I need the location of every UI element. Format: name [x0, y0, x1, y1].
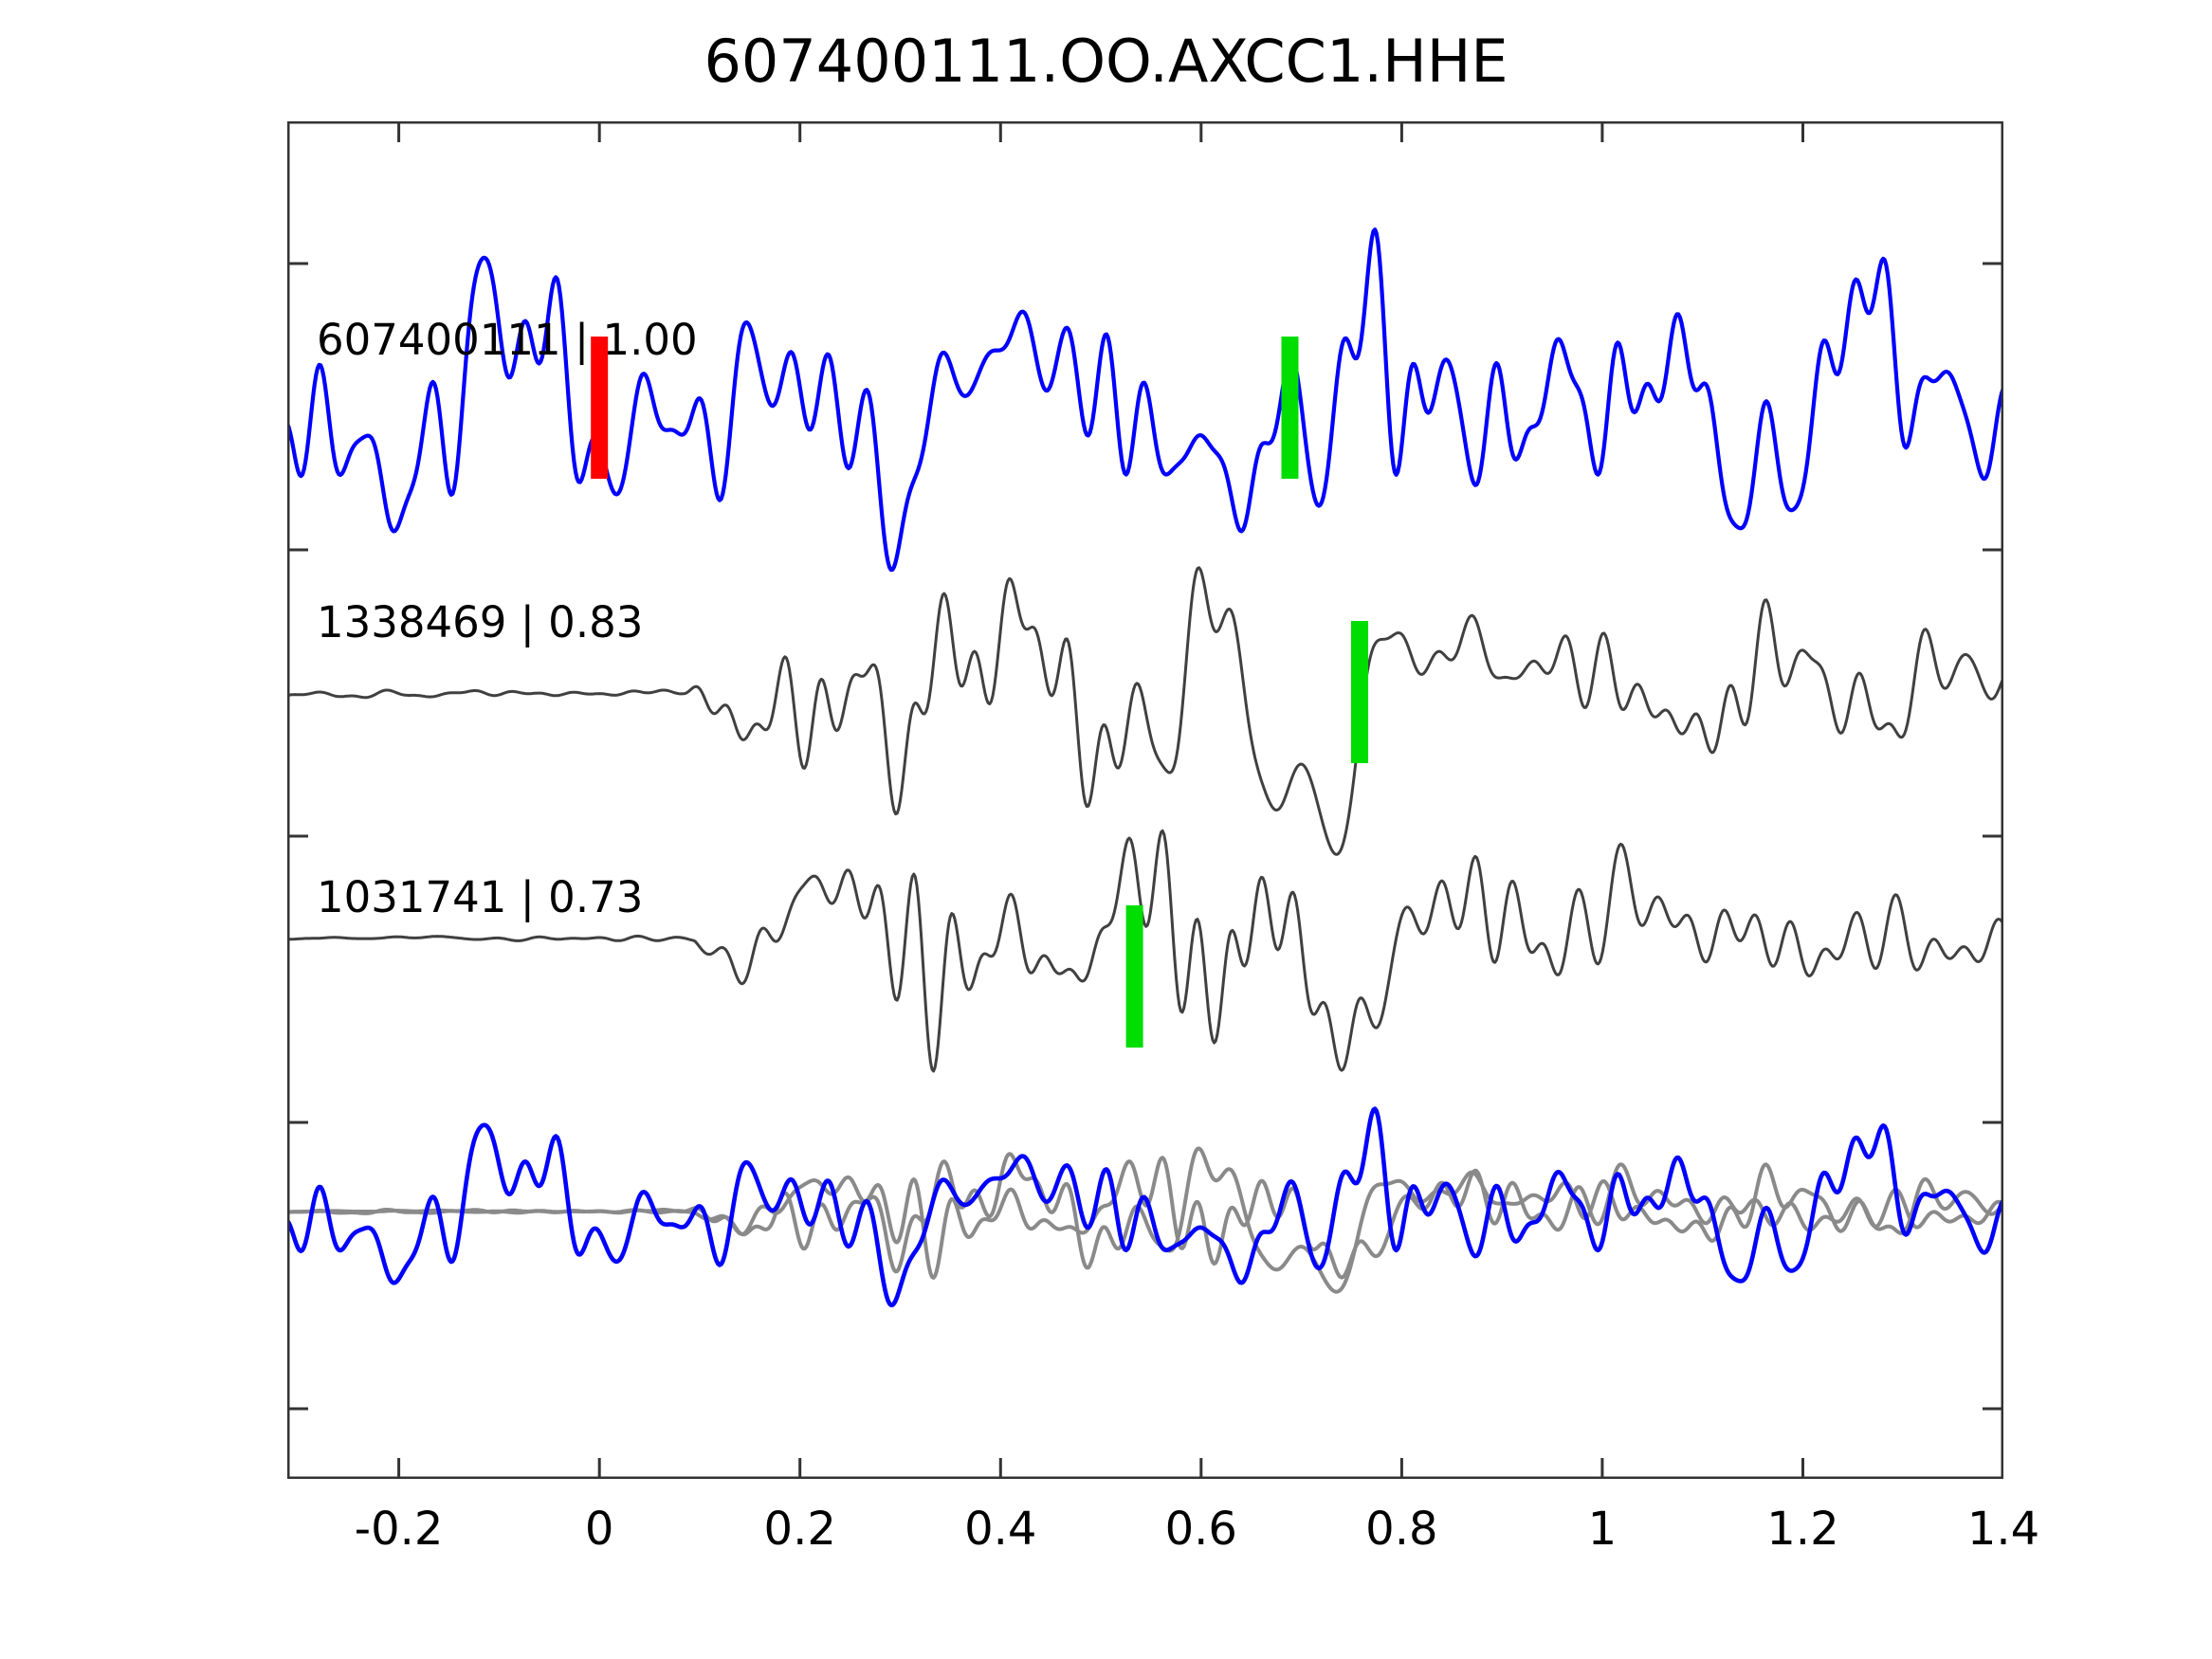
pick-marker-detection-pick-panel-2 — [1125, 905, 1143, 1048]
x-tick-label-3: 0.4 — [964, 1503, 1037, 1556]
x-tick-label-6: 1 — [1587, 1503, 1618, 1556]
x-tick-label-2: 0.2 — [763, 1503, 836, 1556]
plot-area — [287, 121, 2003, 1479]
trace-label-1031741: 1031741 | 0.73 — [317, 872, 644, 922]
overlay-trace-1031741 — [287, 1156, 2003, 1280]
trace-label-607400111: 607400111 | 1.00 — [317, 315, 698, 365]
trace-1338469 — [287, 566, 2003, 856]
x-tick-label-8: 1.4 — [1966, 1503, 2040, 1556]
overlay-trace-607400111 — [287, 1106, 2003, 1307]
plot-background — [287, 121, 2003, 1479]
x-tick-label-0: -0.2 — [354, 1503, 444, 1556]
x-tick-label-5: 0.8 — [1365, 1503, 1438, 1556]
axis-frame-group — [287, 121, 2003, 1479]
pick-marker-reference-pick-panel-0 — [591, 337, 609, 479]
trace-label-1338469: 1338469 | 0.83 — [317, 597, 644, 647]
x-tick-label-7: 1.2 — [1766, 1503, 1839, 1556]
x-tick-label-1: 0 — [584, 1503, 614, 1556]
pick-marker-detection-pick-panel-1 — [1351, 621, 1368, 763]
traces-group — [287, 228, 2003, 1307]
trace-607400111 — [287, 228, 2003, 573]
axis-ticks-group — [287, 121, 2003, 1479]
pick-markers-group — [591, 337, 1368, 1048]
trace-1031741 — [287, 829, 2003, 1073]
page-title: 607400111.OO.AXCC1.HHE — [704, 27, 1508, 96]
axis-frame — [287, 121, 2003, 1479]
waveform-plot — [287, 121, 2003, 1479]
x-tick-label-4: 0.6 — [1164, 1503, 1237, 1556]
pick-marker-detection-pick-panel-0 — [1281, 337, 1299, 479]
